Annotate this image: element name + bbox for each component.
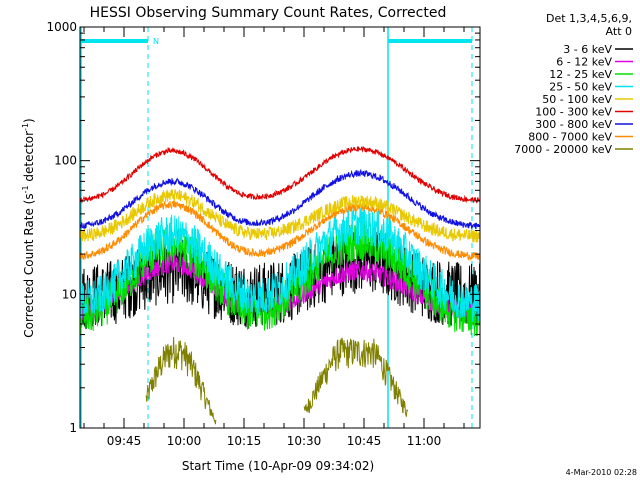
legend-label: 7000 - 20000 keV [514, 143, 612, 156]
legend-label: 800 - 7000 keV [528, 131, 612, 144]
series-line [145, 336, 217, 425]
legend-header-line1: Det 1,3,4,5,6,9, [546, 12, 632, 25]
legend-label: 300 - 800 keV [535, 118, 612, 131]
series-line-3 [80, 205, 480, 322]
axes: 1 10 100 1000 09:45 10:00 10:15 10:30 10:45 11:00 [46, 20, 481, 448]
x-tick-label: 11:00 [407, 434, 442, 448]
y-tick-label: 1000 [46, 20, 77, 34]
series-line-2 [80, 221, 480, 337]
series-line-5 [80, 145, 480, 204]
x-tick-label: 09:45 [107, 434, 142, 448]
plot-content: N [80, 27, 480, 428]
chart-title: HESSI Observing Summary Count Rates, Cor… [90, 5, 447, 21]
y-tick-label: 1 [69, 421, 77, 435]
legend-label: 25 - 50 keV [549, 81, 612, 94]
legend-header-line2: Att 0 [606, 25, 632, 38]
y-tick-label: 100 [54, 154, 77, 168]
timestamp: 4-Mar-2010 02:28 [566, 468, 637, 477]
legend-label: 12 - 25 keV [549, 68, 612, 81]
series-line [303, 337, 409, 417]
legend-label: 3 - 6 keV [563, 43, 612, 56]
x-tick-label: 10:00 [167, 434, 202, 448]
legend-label: 50 - 100 keV [542, 93, 612, 106]
series-line-7 [80, 200, 480, 262]
x-axis-label: Start Time (10-Apr-09 09:34:02) [182, 459, 374, 473]
y-axis-label: Corrected Count Rate (s-1 detector-1) [21, 118, 36, 337]
series-line-6 [80, 168, 480, 230]
flag-label: N [153, 37, 159, 46]
x-tick-label: 10:45 [347, 434, 382, 448]
series-line-4 [80, 188, 480, 243]
plot-area: N [80, 27, 480, 428]
x-tick-label: 10:15 [227, 434, 262, 448]
plot-frame [79, 26, 481, 429]
y-tick-label: 10 [62, 287, 77, 301]
legend-label: 100 - 300 keV [535, 106, 612, 119]
legend-label: 6 - 12 keV [556, 56, 612, 69]
x-tick-label: 10:30 [287, 434, 322, 448]
